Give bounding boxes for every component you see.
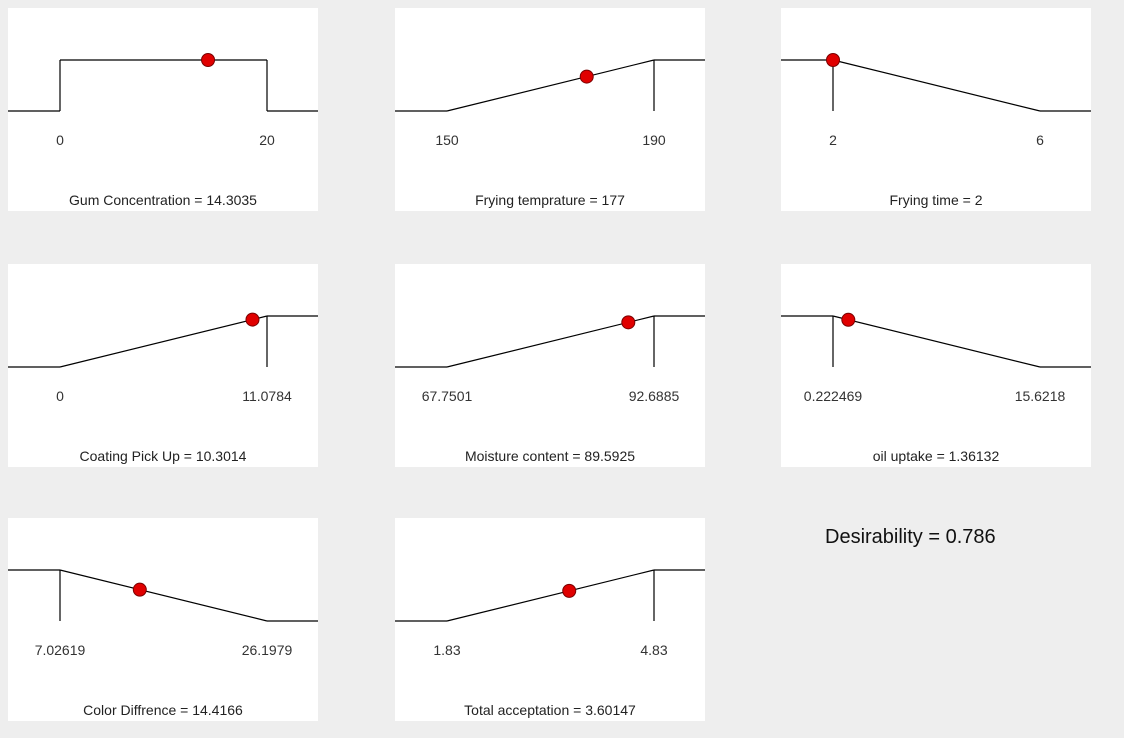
- high-tick-label: 92.6885: [628, 388, 680, 404]
- low-tick-label: 0.222469: [803, 388, 863, 404]
- high-tick-label: 20: [259, 132, 275, 148]
- curve-ramp-segment: [446, 59, 655, 112]
- desirability-value: Desirability = 0.786: [825, 526, 996, 548]
- curve-ramp-segment: [832, 315, 1041, 368]
- desirability-panel: 0.222469 15.6218 oil uptake = 1.36132: [781, 264, 1091, 467]
- low-tick-label: 0: [56, 388, 64, 404]
- low-tick-label: 150: [435, 132, 459, 148]
- low-tick-label: 67.7501: [421, 388, 473, 404]
- desirability-curve: [8, 53, 318, 112]
- desirability-panel: 1.83 4.83 Total acceptation = 3.60147: [395, 518, 705, 721]
- low-tick-label: 1.83: [433, 642, 461, 658]
- desirability-curve: [395, 315, 705, 368]
- desirability-panel: 150 190 Frying temprature = 177: [395, 8, 705, 211]
- current-value-marker[interactable]: [826, 53, 840, 67]
- high-tick-label: 11.0784: [242, 388, 292, 404]
- factor-caption: Coating Pick Up = 10.3014: [79, 448, 247, 464]
- desirability-panel: 7.02619 26.1979 Color Diffrence = 14.4166: [8, 518, 318, 721]
- low-tick-label: 0: [56, 132, 64, 148]
- current-value-marker[interactable]: [201, 53, 216, 67]
- current-value-marker[interactable]: [132, 582, 147, 597]
- factor-caption: Frying temprature = 177: [475, 192, 625, 208]
- current-value-marker[interactable]: [579, 69, 594, 84]
- curve-ramp-segment: [59, 569, 268, 622]
- factor-caption: Gum Concentration = 14.3035: [69, 192, 257, 208]
- high-tick-label: 4.83: [640, 642, 668, 658]
- current-value-marker[interactable]: [245, 312, 260, 327]
- curve-ramp-segment: [446, 569, 655, 622]
- low-tick-label: 7.02619: [34, 642, 86, 658]
- curve-ramp-segment: [832, 59, 1041, 112]
- desirability-panel: 2 6 Frying time = 2: [781, 8, 1091, 211]
- desirability-panel: 0 11.0784 Coating Pick Up = 10.3014: [8, 264, 318, 467]
- factor-caption: Color Diffrence = 14.4166: [83, 702, 243, 718]
- desirability-curve: [395, 569, 705, 622]
- curve-ramp-segment: [446, 315, 655, 368]
- desirability-panel: 67.7501 92.6885 Moisture content = 89.5925: [395, 264, 705, 467]
- desirability-curve: [395, 59, 705, 112]
- desirability-curve: [781, 53, 1091, 112]
- high-tick-label: 190: [642, 132, 666, 148]
- factor-caption: Moisture content = 89.5925: [464, 448, 636, 464]
- factor-caption: Frying time = 2: [889, 192, 983, 208]
- current-value-marker[interactable]: [562, 583, 577, 598]
- factor-caption: oil uptake = 1.36132: [872, 448, 1000, 464]
- high-tick-label: 26.1979: [241, 642, 293, 658]
- desirability-curve: [8, 569, 318, 622]
- current-value-marker[interactable]: [621, 315, 636, 330]
- curve-ramp-segment: [59, 315, 268, 368]
- desirability-curve: [8, 312, 318, 368]
- desirability-panel: 0 20 Gum Concentration = 14.3035: [8, 8, 318, 211]
- current-value-marker[interactable]: [841, 312, 856, 327]
- factor-caption: Total acceptation = 3.60147: [464, 702, 636, 718]
- high-tick-label: 15.6218: [1014, 388, 1066, 404]
- desirability-curve: [781, 312, 1091, 368]
- high-tick-label: 6: [1036, 132, 1044, 148]
- low-tick-label: 2: [829, 132, 837, 148]
